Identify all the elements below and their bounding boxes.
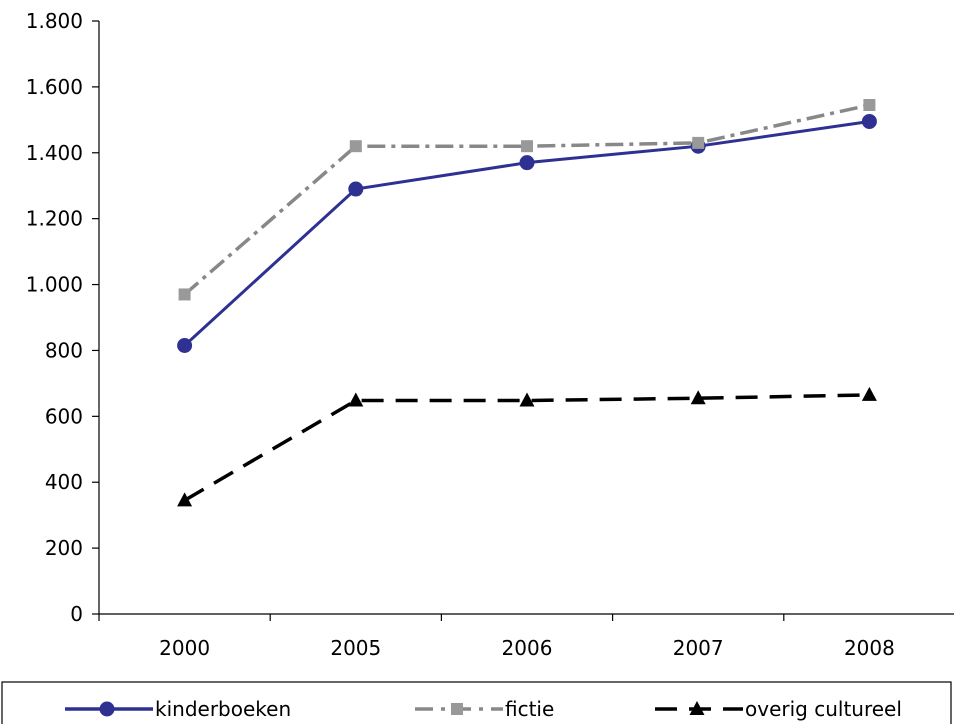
x-tick-label: 2008 xyxy=(844,636,895,660)
data-point xyxy=(521,140,533,153)
data-point xyxy=(692,136,705,149)
x-tick-label: 2006 xyxy=(502,636,553,660)
series-lines xyxy=(177,99,877,507)
y-tick-label: 400 xyxy=(45,470,83,494)
y-tick-label: 0 xyxy=(70,602,83,626)
series-kinderboeken xyxy=(177,113,877,354)
data-point xyxy=(519,155,535,171)
legend-label: fictie xyxy=(505,697,554,721)
data-point xyxy=(177,338,193,354)
series-overig-cultureel xyxy=(177,386,877,507)
data-point xyxy=(861,113,877,129)
data-point xyxy=(178,288,191,301)
data-point xyxy=(519,392,535,407)
y-tick-label: 1.000 xyxy=(26,273,83,297)
data-point xyxy=(349,140,362,153)
y-tick-label: 1.400 xyxy=(26,141,83,165)
y-tick-label: 600 xyxy=(45,404,83,428)
legend-swatch-marker xyxy=(451,703,463,715)
legend-box xyxy=(1,681,952,724)
data-point xyxy=(348,181,364,197)
y-tick-label: 1.200 xyxy=(26,207,83,231)
y-tick-label: 200 xyxy=(45,536,83,560)
data-point xyxy=(348,392,364,407)
series-line xyxy=(183,103,870,296)
data-point xyxy=(861,386,877,401)
data-point xyxy=(177,492,193,507)
legend-swatch-marker xyxy=(689,701,705,715)
legend: kinderboeken fictie overig cultureel xyxy=(1,681,952,724)
data-point xyxy=(690,390,706,405)
y-tick-label: 800 xyxy=(45,338,83,362)
series-line xyxy=(183,393,870,502)
legend-label: kinderboeken xyxy=(155,697,291,721)
data-point xyxy=(863,99,876,112)
y-axis: 0 200 400 600 800 1.000 1.200 1.400 1.600 1.800 xyxy=(26,9,100,626)
x-tick-label: 2000 xyxy=(159,636,210,660)
legend-label: overig cultureel xyxy=(745,697,902,721)
y-tick-label: 1.600 xyxy=(26,75,83,99)
legend-swatch-marker xyxy=(99,701,115,717)
x-tick-label: 2005 xyxy=(330,636,381,660)
x-tick-label: 2007 xyxy=(673,636,724,660)
series-line xyxy=(183,119,870,347)
y-tick-label: 1.800 xyxy=(26,9,83,33)
series-fictie xyxy=(178,99,876,301)
x-axis: 2000 2005 2006 2007 2008 xyxy=(98,613,954,660)
